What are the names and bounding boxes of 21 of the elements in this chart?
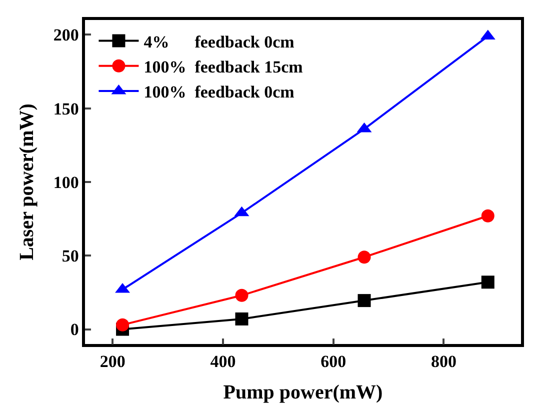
y-tick-label: 0 — [70, 320, 79, 340]
y-tick-label: 200 — [53, 26, 79, 45]
y-tick-label: 100 — [53, 172, 79, 192]
y-axis-title: Laser power(mW) — [16, 104, 38, 260]
point — [358, 294, 371, 308]
point — [481, 276, 494, 289]
x-tick-label: 400 — [210, 352, 236, 372]
x-tick-label: 600 — [320, 352, 346, 372]
x-axis-title: Pump power(mW) — [223, 382, 383, 404]
legend-label: 100% feedback 0cm — [144, 82, 294, 102]
x-tick-label: 200 — [100, 352, 126, 372]
point — [481, 209, 494, 222]
x-tick-label: 800 — [430, 352, 456, 372]
point — [235, 312, 248, 326]
y-tick-label: 150 — [53, 99, 79, 118]
point — [235, 288, 248, 302]
y-tick-label: 50 — [62, 246, 79, 266]
point — [116, 318, 130, 332]
legend-label: 4% feedback 0cm — [144, 32, 294, 52]
point — [358, 250, 371, 264]
legend-label: 100% feedback 15cm — [144, 58, 303, 77]
